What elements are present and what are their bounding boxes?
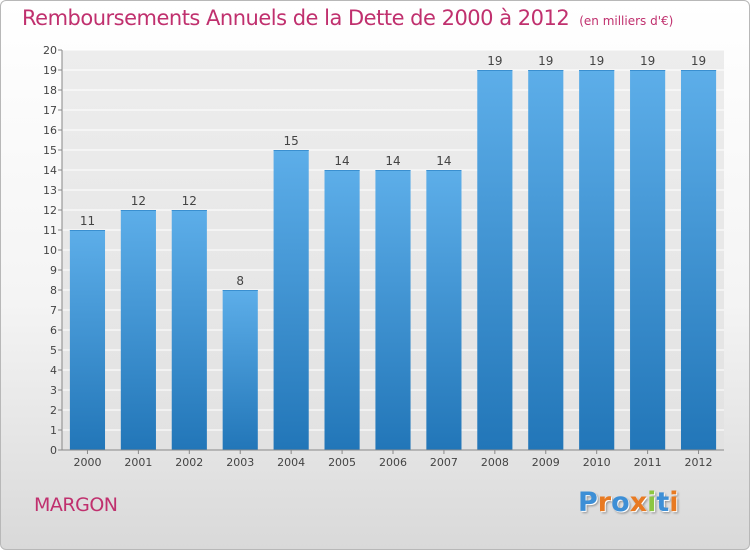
y-tick-label: 6: [50, 324, 57, 337]
x-tick-label-2008: 2008: [481, 456, 509, 469]
data-label-2009: 19: [538, 54, 553, 68]
y-tick-label: 15: [43, 144, 57, 157]
bar-2004: [273, 150, 309, 450]
data-label-2000: 11: [80, 214, 95, 228]
logo-letter: P: [578, 487, 598, 518]
logo-letter: x: [629, 487, 648, 518]
bar-2008: [477, 70, 513, 450]
x-tick-label-2002: 2002: [175, 456, 203, 469]
y-tick-label: 16: [43, 124, 57, 137]
y-tick-label: 4: [50, 364, 57, 377]
bar-2009: [528, 70, 564, 450]
logo-letter: i: [669, 487, 679, 518]
y-tick-label: 11: [43, 224, 57, 237]
x-tick-label-2005: 2005: [328, 456, 356, 469]
y-tick-label: 14: [43, 164, 57, 177]
y-tick-label: 20: [43, 44, 57, 57]
y-tick-label: 3: [50, 384, 57, 397]
data-label-2001: 12: [131, 194, 146, 208]
x-tick-label-2007: 2007: [430, 456, 458, 469]
x-tick-label-2004: 2004: [277, 456, 305, 469]
chart-title-text: Remboursements Annuels de la Dette de 20…: [22, 6, 570, 30]
x-tick-label-2011: 2011: [634, 456, 662, 469]
x-tick-label-2000: 2000: [73, 456, 101, 469]
bar-2003: [222, 290, 258, 450]
x-tick-label-2009: 2009: [532, 456, 560, 469]
x-tick-label-2001: 2001: [124, 456, 152, 469]
data-label-2011: 19: [640, 54, 655, 68]
y-tick-label: 7: [50, 304, 57, 317]
y-tick-label: 19: [43, 64, 57, 77]
data-label-2007: 14: [436, 154, 451, 168]
bar-2007: [426, 170, 462, 450]
logo-letter: t: [656, 487, 670, 518]
logo-letter: o: [611, 487, 630, 518]
bar-2000: [69, 230, 106, 450]
y-tick-label: 10: [43, 244, 57, 257]
x-tick-label-2003: 2003: [226, 456, 254, 469]
bars: 11 12 12 8 15 14 14 14 19 19 19 19 19: [69, 54, 717, 450]
x-tick-label-2006: 2006: [379, 456, 407, 469]
bar-2012: [680, 70, 717, 450]
proxiti-logo[interactable]: Proxiti: [578, 487, 679, 518]
unit-label: (en milliers d'€): [579, 14, 674, 28]
y-tick-label: 1: [50, 424, 57, 437]
place-name: MARGON: [34, 494, 118, 516]
y-tick-label: 9: [50, 264, 57, 277]
data-label-2006: 14: [385, 154, 400, 168]
data-label-2004: 15: [284, 134, 299, 148]
y-tick-label: 5: [50, 344, 57, 357]
bar-2002: [171, 210, 207, 450]
y-tick-label: 18: [43, 84, 57, 97]
y-tick-label: 13: [43, 184, 57, 197]
bar-2005: [324, 170, 360, 450]
y-tick-label: 2: [50, 404, 57, 417]
x-tick-label-2012: 2012: [685, 456, 713, 469]
y-tick-label: 8: [50, 284, 57, 297]
bar-2006: [375, 170, 411, 450]
y-tick-label: 0: [50, 444, 57, 457]
data-label-2012: 19: [691, 54, 706, 68]
data-label-2010: 19: [589, 54, 604, 68]
y-tick-label: 12: [43, 204, 57, 217]
data-label-2005: 14: [334, 154, 349, 168]
bar-2011: [630, 70, 666, 450]
data-label-2008: 19: [487, 54, 502, 68]
x-tick-label-2010: 2010: [583, 456, 611, 469]
chart-title: Remboursements Annuels de la Dette de 20…: [22, 6, 673, 30]
logo-letter: r: [597, 487, 612, 518]
y-tick-label: 17: [43, 104, 57, 117]
bar-2001: [120, 210, 156, 450]
bar-2010: [579, 70, 615, 450]
data-label-2002: 12: [182, 194, 197, 208]
data-label-2003: 8: [236, 274, 244, 288]
logo-letter: i: [647, 487, 657, 518]
